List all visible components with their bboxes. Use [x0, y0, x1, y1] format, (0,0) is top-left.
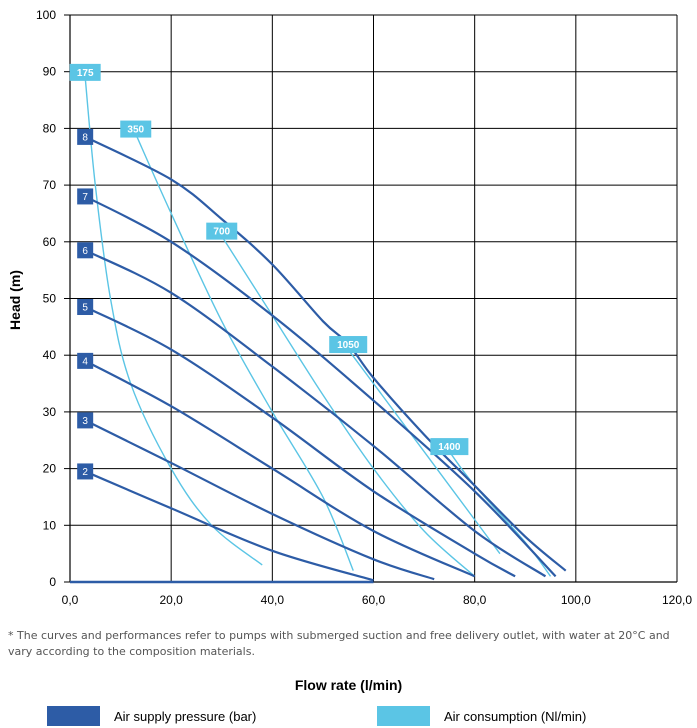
x-tick-label: 40,0: [261, 593, 285, 607]
consumption-curve-700: [221, 235, 476, 577]
legend-item-consumption: Air consumption (Nl/min): [377, 706, 586, 726]
y-tick-label: 100: [36, 8, 56, 22]
y-tick-label: 60: [43, 235, 57, 249]
pressure-curve-7: [84, 195, 557, 578]
pressure-label-box: [77, 352, 94, 369]
y-tick-label: 30: [43, 405, 57, 419]
y-axis-label: Head (m): [7, 270, 23, 330]
x-tick-label: 120,0: [662, 593, 692, 607]
pressure-curve-6: [84, 249, 547, 578]
pressure-curve-3: [84, 419, 435, 581]
pressure-label-5: 5: [77, 299, 94, 316]
pressure-label-box: [77, 412, 94, 429]
consumption-label-text: 1050: [337, 340, 360, 351]
x-tick-label: 100,0: [561, 593, 591, 607]
pressure-label-6: 6: [77, 242, 94, 259]
y-tick-label: 70: [43, 178, 57, 192]
consumption-label-text: 350: [127, 125, 144, 136]
consumption-label-box: [329, 336, 368, 354]
legend-swatch-pressure: [47, 706, 100, 726]
consumption-curve-1050: [347, 349, 501, 555]
consumption-label-text: 700: [213, 227, 230, 238]
pressure-curve-5: [84, 306, 516, 578]
y-tick-label: 80: [43, 121, 57, 135]
consumption-curve-1400: [448, 451, 552, 577]
consumption-label-700: 700: [206, 222, 238, 240]
air-pressure-curves: [84, 135, 567, 582]
x-tick-label: 20,0: [159, 593, 183, 607]
x-axis-label: Flow rate (l/min): [294, 677, 403, 693]
pressure-curve-8: [84, 135, 567, 572]
chart: 0,0 20,0 40,0 60,0 80,0 100,0 120,0 0 10 20 30 40 50…: [7, 8, 692, 607]
x-tick-label: 0,0: [62, 593, 79, 607]
axes: 0,0 20,0 40,0 60,0 80,0 100,0 120,0 0 10 20 30 40 50…: [36, 8, 692, 607]
x-tick-label: 80,0: [463, 593, 487, 607]
consumption-label-1400: 1400: [430, 438, 469, 456]
pressure-label-box: [77, 463, 94, 480]
legend-item-pressure: Air supply pressure (bar): [47, 706, 256, 726]
grid: [70, 14, 678, 582]
consumption-label-box: [69, 63, 101, 81]
pressure-curve-4: [84, 359, 476, 578]
pressure-label-7: 7: [77, 188, 94, 205]
y-tick-label: 20: [43, 462, 57, 476]
consumption-curve-350: [135, 133, 354, 571]
pressure-label-2: 2: [77, 463, 94, 480]
consumption-label-1050: 1050: [329, 336, 368, 354]
legend-label-pressure: Air supply pressure (bar): [114, 708, 257, 724]
pressure-label-box: [77, 299, 94, 316]
consumption-label-box: [206, 222, 238, 240]
pressure-label-text: 2: [82, 467, 88, 478]
pressure-label-text: 6: [82, 246, 88, 257]
y-tick-label: 90: [43, 65, 57, 79]
pressure-label-text: 5: [82, 303, 88, 314]
consumption-label-350: 350: [120, 120, 152, 138]
x-tick-label: 60,0: [362, 593, 386, 607]
consumption-label-box: [430, 438, 469, 456]
pressure-label-text: 8: [82, 133, 88, 144]
pressure-label-box: [77, 242, 94, 259]
consumption-label-text: 175: [77, 68, 94, 79]
y-tick-label: 0: [49, 575, 56, 589]
pressure-curve-2: [84, 470, 374, 582]
legend-swatch-consumption: [377, 706, 430, 726]
pressure-label-8: 8: [77, 128, 94, 145]
pressure-label-text: 3: [82, 416, 88, 427]
y-tick-label: 40: [43, 348, 57, 362]
consumption-label-text: 1400: [438, 442, 461, 453]
pressure-label-text: 7: [82, 192, 88, 203]
consumption-label-175: 175: [69, 63, 101, 81]
consumption-label-box: [120, 120, 152, 138]
curve-labels: 2 3 4 5 6 7 8 175 350 700 1050 1400: [69, 63, 469, 480]
pressure-label-text: 4: [82, 356, 88, 367]
pressure-label-box: [77, 128, 94, 145]
footnote: * The curves and performances refer to p…: [8, 629, 670, 658]
pressure-label-box: [77, 188, 94, 205]
pressure-label-4: 4: [77, 352, 94, 369]
pressure-label-3: 3: [77, 412, 94, 429]
legend-label-consumption: Air consumption (Nl/min): [444, 708, 587, 724]
y-tick-label: 10: [43, 518, 57, 532]
y-tick-label: 50: [43, 292, 57, 306]
